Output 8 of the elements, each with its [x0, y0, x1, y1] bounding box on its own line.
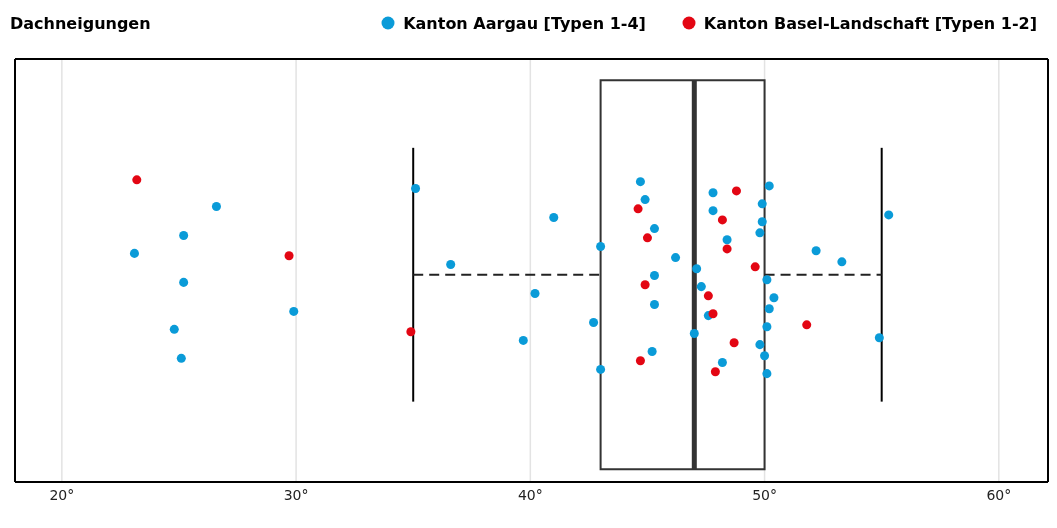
x-tick-label: 50°	[752, 486, 777, 503]
chart-title: Dachneigungen	[10, 13, 151, 33]
x-tick-label: 40°	[517, 486, 543, 503]
x-tick-label: 20°	[49, 486, 75, 503]
x-tick-label: 60°	[986, 486, 1012, 503]
x-tick-label: 30°	[283, 486, 309, 503]
legend-label: Kanton Basel-Landschaft [Typen 1-2]	[703, 13, 1037, 33]
legend-label: Kanton Aargau [Typen 1-4]	[403, 13, 646, 33]
